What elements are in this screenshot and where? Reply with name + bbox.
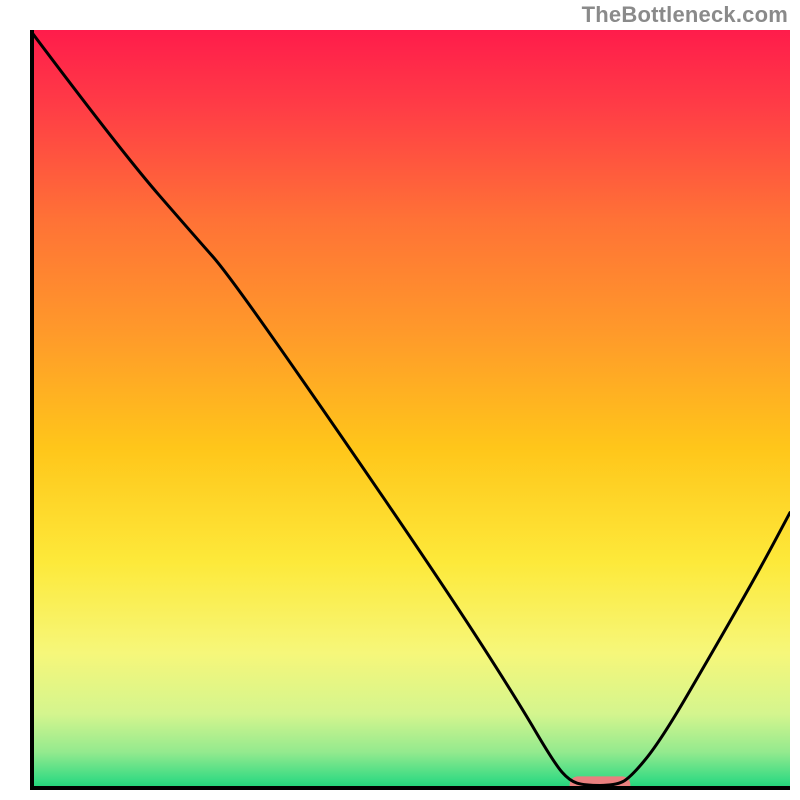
gradient-fill [30, 30, 790, 790]
watermark-text: TheBottleneck.com [582, 2, 788, 28]
chart-frame: { "watermark": "TheBottleneck.com", "cha… [0, 0, 800, 800]
chart-plot [30, 30, 790, 790]
